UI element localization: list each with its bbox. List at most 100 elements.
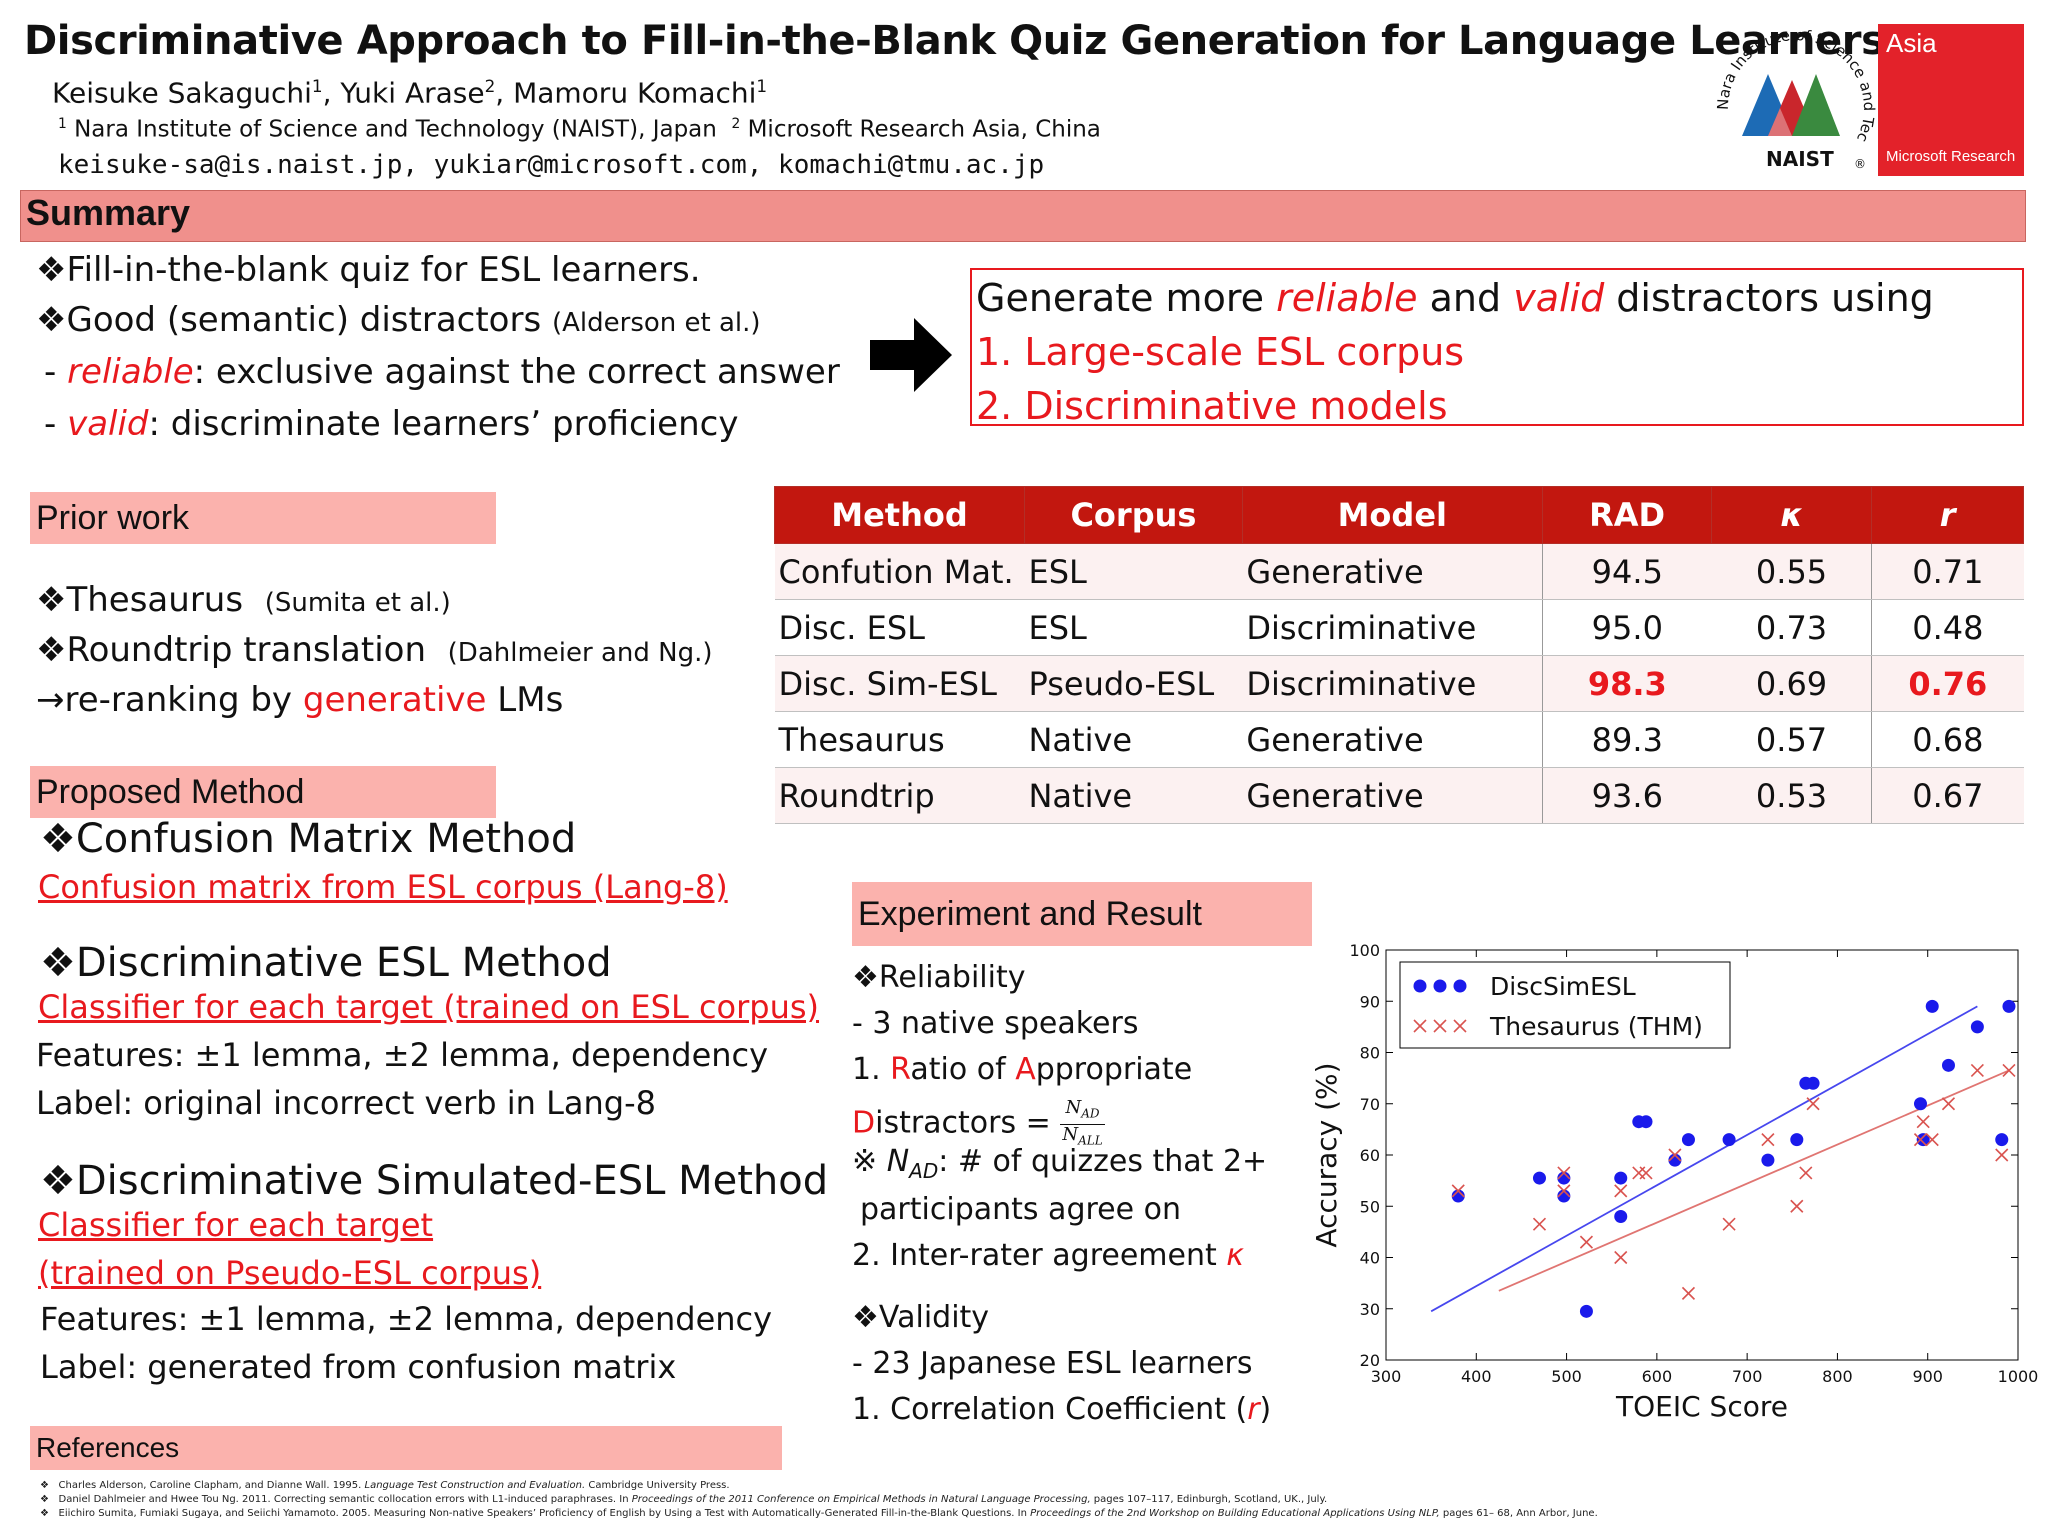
cell-model: Generative: [1242, 711, 1543, 768]
trend-line-thesaurus: [1498, 1069, 2010, 1292]
summary-bar: [20, 190, 2026, 242]
data-point-discsimesl: [1722, 1133, 1736, 1147]
summary-text: Good (semantic) distractors: [66, 300, 542, 340]
msr-asia-label: Asia: [1886, 28, 1937, 58]
keyword-generative: generative: [302, 680, 487, 720]
header-method: Method: [774, 486, 1025, 544]
data-point-thesaurus: [1941, 1097, 1956, 1111]
cell-model: Generative: [1242, 543, 1543, 600]
cell-kappa: 0.53: [1711, 767, 1872, 824]
legend-label-thesaurus: Thesaurus (THM): [1489, 1012, 1703, 1041]
x-stroke: [1799, 1166, 1813, 1180]
native-speakers: - 3 native speakers: [852, 1006, 1139, 1041]
x-stroke: [1557, 1166, 1571, 1180]
rad-initial: R: [890, 1052, 911, 1087]
legend-glyph: [1413, 1019, 1427, 1033]
goal-item-models: 2. Discriminative models: [976, 384, 1448, 428]
keyword-valid: valid: [67, 404, 149, 444]
x-stroke: [1681, 1286, 1696, 1300]
x-tick-label: 600: [1642, 1367, 1673, 1386]
x-stroke: [1790, 1199, 1804, 1213]
cell-method: Disc. Sim-ESL: [774, 655, 1025, 712]
header-corpus: Corpus: [1023, 486, 1243, 544]
math-symbol: N: [886, 1144, 910, 1179]
data-point-thesaurus: [1916, 1115, 1930, 1129]
header-kappa: κ: [1711, 486, 1873, 544]
rad-fraction: NAD NALL: [1060, 1098, 1105, 1150]
trend-line-discsimesl: [1430, 1005, 1978, 1313]
citation: (Dahlmeier and Ng.): [447, 638, 713, 668]
proposed-method-heading: Proposed Method: [30, 766, 496, 818]
data-points: [1451, 999, 2016, 1318]
x-stroke: [1557, 1184, 1571, 1198]
data-point-thesaurus: [1579, 1235, 1593, 1249]
y-tick-label: 60: [1360, 1146, 1380, 1165]
cell-kappa: 0.73: [1711, 599, 1872, 656]
table-row: Thesaurus Native Generative 89.3 0.57 0.…: [774, 711, 2024, 768]
exp-text: ppropriate: [1035, 1052, 1193, 1087]
affiliations: 1 Nara Institute of Science and Technolo…: [58, 116, 1101, 143]
x-stroke: [1913, 1133, 1928, 1147]
trend-lines: [1430, 1005, 2010, 1313]
goal-text: Generate more: [976, 276, 1277, 320]
data-point-discsimesl: [1761, 1153, 1775, 1167]
exp-text: atio of: [910, 1052, 1016, 1087]
data-point-thesaurus: [1614, 1250, 1628, 1265]
exp-text: 2. Inter-rater agreement: [852, 1238, 1227, 1273]
author-affil-mark: 2: [484, 76, 496, 96]
summary-line-reliable: - reliable: exclusive against the correc…: [44, 352, 840, 392]
x-stroke: [1668, 1148, 1682, 1162]
header-model: Model: [1241, 486, 1543, 544]
cell-rad: 95.0: [1541, 599, 1712, 656]
data-point-thesaurus: [1681, 1286, 1696, 1300]
goal-text: and: [1417, 276, 1514, 320]
exp-text: 1. Correlation Coefficient (: [852, 1392, 1248, 1427]
x-stroke: [1925, 1133, 1939, 1147]
goal-item-corpus: 1. Large-scale ESL corpus: [976, 330, 1465, 374]
diamond-bullet-icon: ❖: [40, 816, 76, 862]
kappa-definition: 2. Inter-rater agreement κ: [852, 1238, 1244, 1273]
references-heading: References: [30, 1426, 782, 1470]
x-stroke: [1433, 1019, 1447, 1033]
x-stroke: [1614, 1250, 1628, 1265]
frac-subscript: ALL: [1078, 1133, 1103, 1148]
diamond-bullet-icon: ❖: [36, 250, 67, 290]
cell-model: Discriminative: [1242, 599, 1543, 656]
chart-legend: DiscSimESL Thesaurus (THM): [1399, 961, 1731, 1049]
method-disc-esl-label: Label: original incorrect verb in Lang-8: [36, 1084, 656, 1122]
x-tick-label: 300: [1371, 1367, 1402, 1386]
method-sim-esl-subtitle-1: Classifier for each target: [38, 1206, 434, 1244]
method-disc-esl-subtitle: Classifier for each target (trained on E…: [38, 988, 820, 1026]
goal-statement: Generate more reliable and valid distrac…: [976, 276, 1934, 320]
prior-work-heading: Prior work: [30, 492, 496, 544]
data-point-thesaurus: [1790, 1199, 1804, 1213]
data-point-discsimesl: [1913, 1097, 1927, 1111]
right-arrow-icon: →: [36, 680, 65, 720]
x-stroke: [1639, 1166, 1653, 1180]
x-stroke: [1614, 1184, 1628, 1198]
prior-item-text: Roundtrip translation: [66, 630, 427, 670]
y-tick-label: 40: [1360, 1249, 1380, 1268]
msr-asia-logo: Asia Microsoft Research: [1878, 24, 2024, 176]
cell-model: Generative: [1242, 767, 1543, 824]
reference-mark-icon: ※: [852, 1144, 887, 1179]
author-affil-mark: 1: [756, 76, 768, 96]
email-list: keisuke-sa@is.naist.jp, yukiar@microsoft…: [58, 150, 1045, 180]
data-point-thesaurus: [1761, 1133, 1775, 1147]
legend-glyph: [1453, 979, 1467, 993]
poster-title: Discriminative Approach to Fill-in-the-B…: [24, 18, 1885, 64]
method-disc-esl-title: ❖Discriminative ESL Method: [40, 940, 612, 986]
affil-naist: Nara Institute of Science and Technology…: [74, 116, 717, 143]
method-title-text: Confusion Matrix Method: [75, 816, 577, 862]
cell-r: 0.67: [1871, 767, 2024, 824]
header-rad: RAD: [1541, 486, 1713, 544]
header-r: r: [1871, 486, 2024, 544]
nad-note-cont: participants agree on: [860, 1192, 1181, 1227]
data-point-thesaurus: [2002, 1063, 2016, 1078]
dash: -: [44, 404, 68, 444]
diamond-bullet-icon: ❖: [852, 1300, 879, 1335]
x-stroke: [1579, 1235, 1593, 1249]
x-tick-label: 900: [1912, 1367, 1943, 1386]
diamond-bullet-icon: ❖: [36, 300, 67, 340]
results-table: Method Corpus Model RAD κ r Confution Ma…: [774, 486, 2024, 824]
